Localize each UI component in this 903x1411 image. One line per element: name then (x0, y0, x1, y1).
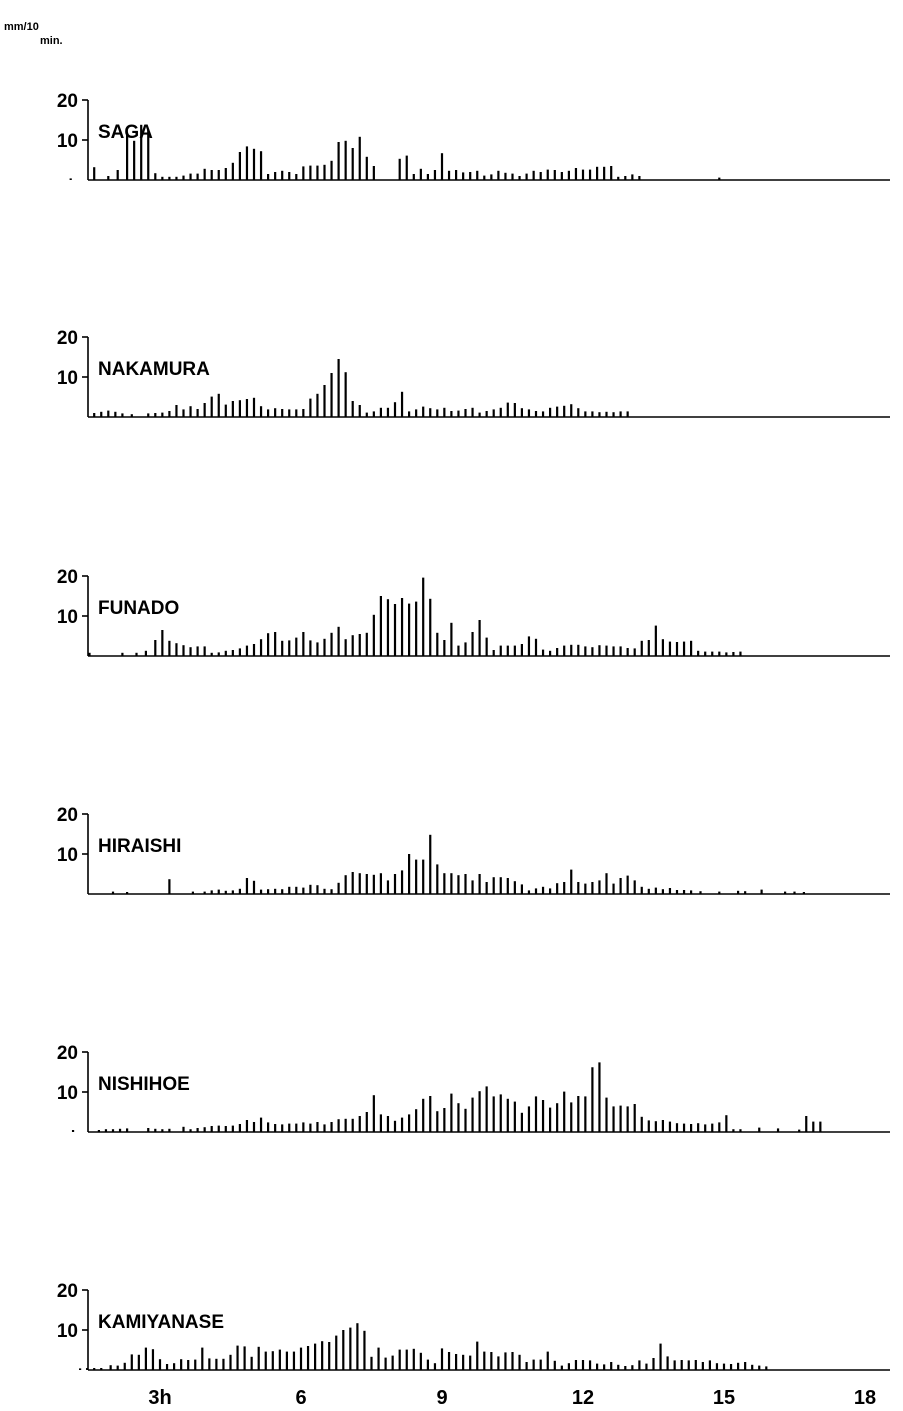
x-tick-label: 3h (148, 1387, 171, 1409)
x-tick-label: 15 (713, 1387, 735, 1409)
x-tick-label: 9 (436, 1387, 447, 1409)
y-tick-label: 10 (57, 845, 78, 866)
y-tick-label: 20 (57, 1043, 78, 1064)
y-tick-label: 20 (57, 91, 78, 112)
unit-label: mm/10 min. (4, 21, 63, 47)
panel-hiraishi: 10 20 HIRAISHI (57, 805, 890, 895)
x-axis-tick-labels: 3h 6 9 12 15 18 (148, 1387, 876, 1409)
y-tick-label: 20 (57, 1281, 78, 1302)
y-tick-label: 20 (57, 805, 78, 826)
panel-saga: 10 20 SAGA (57, 91, 890, 181)
y-tick-label: 10 (57, 607, 78, 628)
y-tick-label: 10 (57, 1083, 78, 1104)
station-label: HIRAISHI (98, 836, 181, 857)
station-label: NISHIHOE (98, 1074, 190, 1095)
y-tick-label: 20 (57, 567, 78, 588)
y-tick-label: 10 (57, 131, 78, 152)
station-label: KAMIYANASE (98, 1312, 224, 1333)
x-tick-label: 6 (295, 1387, 306, 1409)
panel-funado: 10 20 FUNADO (57, 567, 890, 657)
y-tick-label: 10 (57, 1321, 78, 1342)
unit-label-line-1: mm/10 (4, 21, 39, 33)
unit-label-line-2: min. (40, 35, 63, 47)
panel-kamiyanase: 10 20 KAMIYANASE (57, 1281, 890, 1371)
x-tick-label: 18 (854, 1387, 876, 1409)
station-label: FUNADO (98, 598, 179, 619)
panel-nishihoe: 10 20 NISHIHOE (57, 1043, 890, 1133)
y-tick-label: 20 (57, 328, 78, 349)
y-tick-label: 10 (57, 368, 78, 389)
x-tick-label: 12 (572, 1387, 594, 1409)
panel-nakamura: 10 20 NAKAMURA (57, 328, 890, 418)
station-label: SAGA (98, 122, 153, 143)
station-label: NAKAMURA (98, 359, 210, 380)
